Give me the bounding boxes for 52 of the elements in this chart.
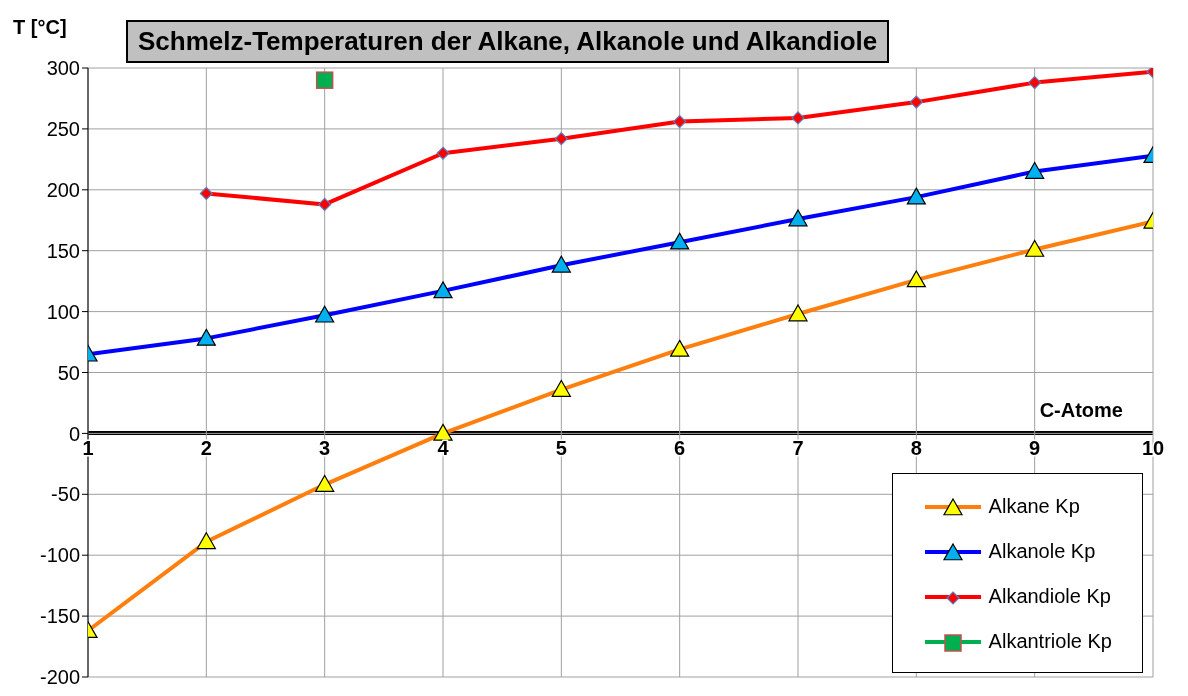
x-tick-label: 9 xyxy=(1029,437,1041,460)
point xyxy=(788,209,808,227)
y-tick-label: 100 xyxy=(46,300,80,323)
y-tick-label: -150 xyxy=(39,605,80,628)
legend-label: Alkanole Kp xyxy=(988,540,1096,563)
point xyxy=(788,304,808,322)
x-tick-label: 6 xyxy=(674,437,686,460)
chart-title: Schmelz-Temperaturen der Alkane, Alkanole und Alkandiole xyxy=(126,20,890,63)
point xyxy=(436,146,450,160)
x-tick-label: 8 xyxy=(910,437,922,460)
y-tick-label: -200 xyxy=(39,666,80,689)
point xyxy=(315,305,335,323)
point xyxy=(670,339,690,357)
y-tick-label: -100 xyxy=(39,544,80,567)
y-tick-label: 300 xyxy=(46,57,80,80)
point xyxy=(551,255,571,273)
point xyxy=(1025,161,1045,179)
x-tick-label: 10 xyxy=(1141,437,1165,460)
point xyxy=(196,532,216,550)
point xyxy=(1028,76,1042,90)
point xyxy=(1025,239,1045,257)
x-tick-label: 5 xyxy=(555,437,567,460)
point xyxy=(433,423,453,441)
x-tick-label: 3 xyxy=(319,437,331,460)
point xyxy=(318,197,332,212)
y-tick-label: 50 xyxy=(57,361,80,384)
y-tick-label: 150 xyxy=(46,239,80,262)
point xyxy=(673,114,687,129)
x-axis-title: C-Atome xyxy=(1039,399,1123,423)
legend-label: Alkandiole Kp xyxy=(988,585,1111,608)
point xyxy=(906,270,926,288)
point xyxy=(315,474,335,492)
legend-label: Alkantriole Kp xyxy=(988,630,1112,653)
point xyxy=(199,186,213,201)
legend-label: Alkane Kp xyxy=(988,495,1080,518)
x-tick-label: 7 xyxy=(792,437,804,460)
y-tick-label: -50 xyxy=(51,483,80,506)
point xyxy=(670,232,690,250)
point xyxy=(554,132,568,146)
y-tick-label: 200 xyxy=(46,178,80,201)
y-axis-title: T [°C] xyxy=(13,16,67,39)
point xyxy=(909,95,923,109)
y-tick-label: 250 xyxy=(46,118,80,140)
point xyxy=(791,111,805,125)
point xyxy=(315,71,334,89)
y-tick-label: 0 xyxy=(68,422,80,445)
point xyxy=(196,328,216,346)
point xyxy=(551,379,571,397)
x-tick-label: 4 xyxy=(437,437,450,460)
point xyxy=(906,187,926,205)
point xyxy=(433,281,453,299)
x-tick-label: 2 xyxy=(200,437,212,460)
